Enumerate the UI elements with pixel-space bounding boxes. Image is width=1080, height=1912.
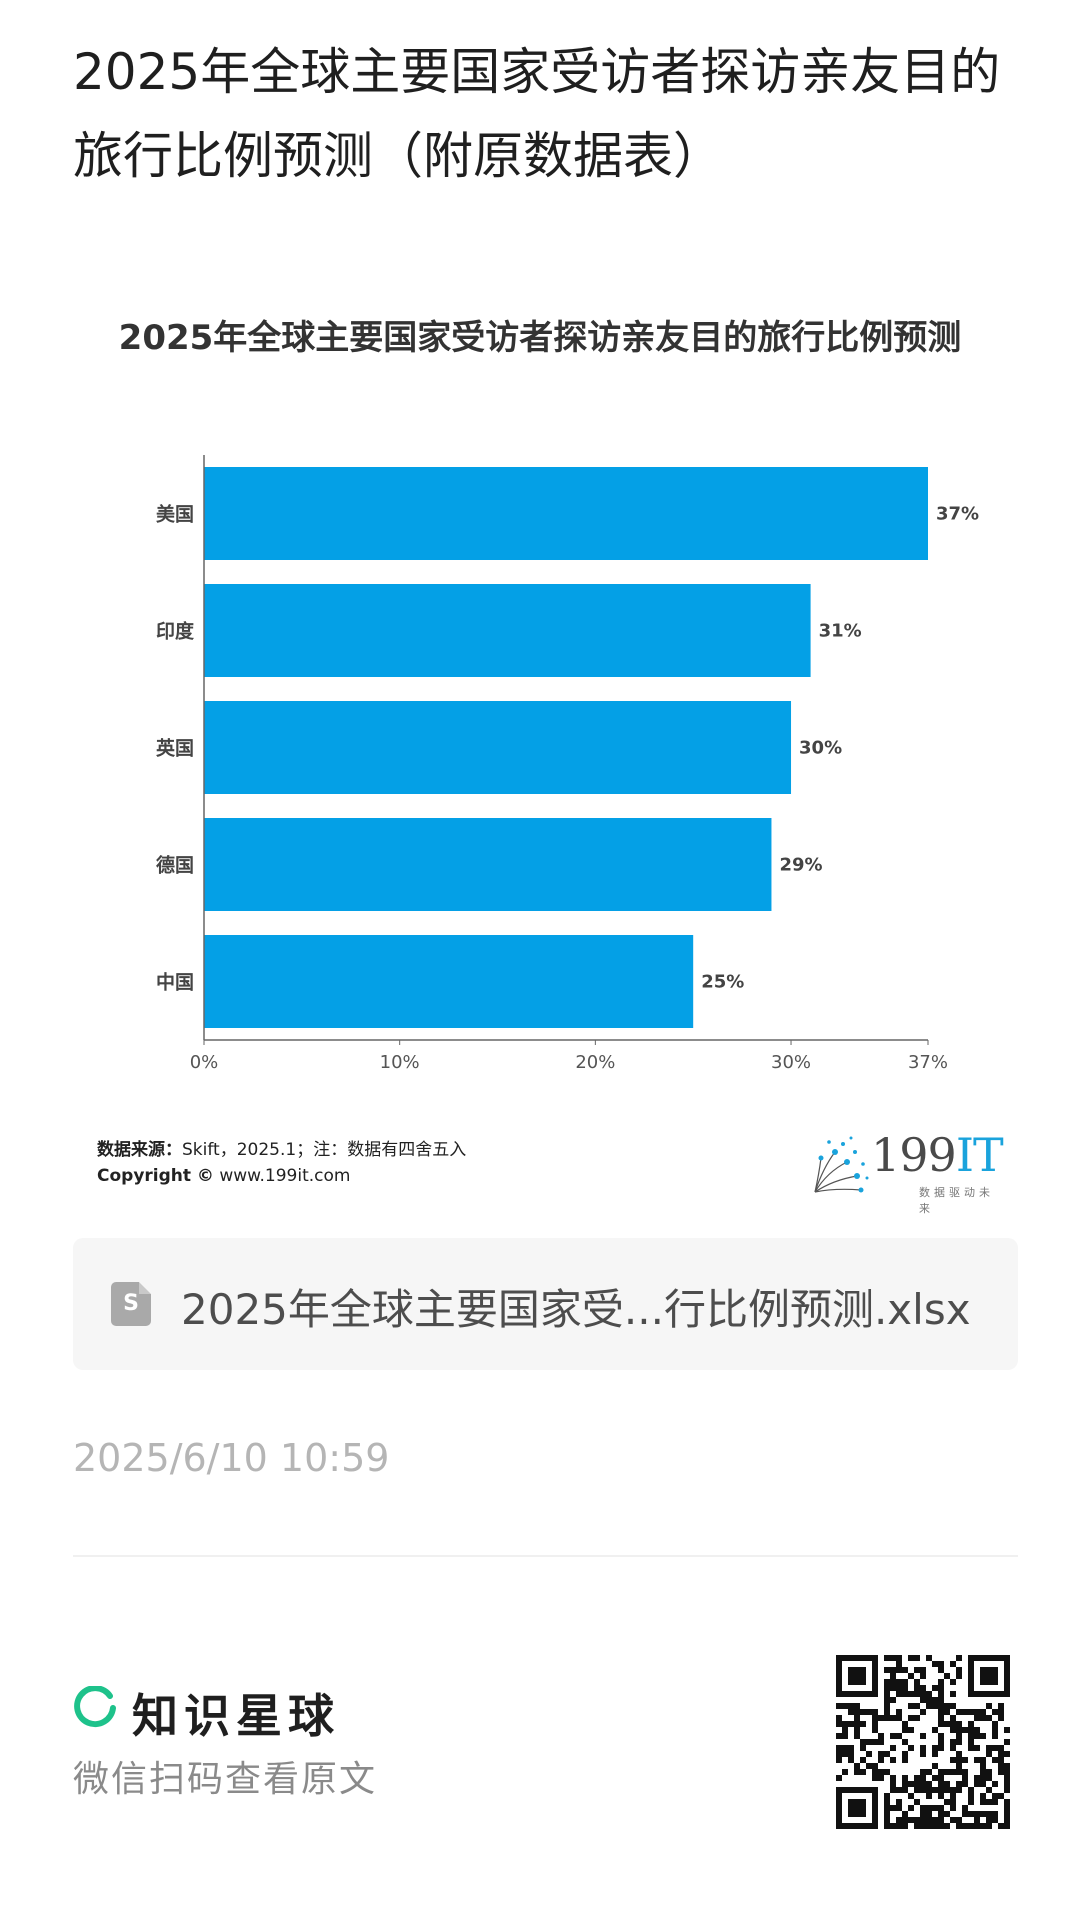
planet-ring-icon bbox=[74, 1686, 116, 1728]
post-timestamp: 2025/6/10 10:59 bbox=[73, 1436, 390, 1480]
chart-title: 2025年全球主要国家受访者探访亲友目的旅行比例预测 bbox=[118, 318, 962, 358]
category-label: 中国 bbox=[156, 971, 194, 994]
dandelion-icon bbox=[814, 1136, 869, 1193]
data-label: 30% bbox=[799, 738, 842, 759]
copyright: Copyright © www.199it.com bbox=[97, 1166, 350, 1186]
category-label: 德国 bbox=[156, 854, 194, 877]
category-label: 英国 bbox=[156, 737, 194, 760]
x-tick-label: 10% bbox=[380, 1052, 420, 1073]
data-label: 37% bbox=[936, 504, 979, 525]
data-label: 29% bbox=[779, 855, 822, 876]
bar-4 bbox=[204, 935, 694, 1028]
x-tick-label: 30% bbox=[771, 1052, 811, 1073]
attachment-file[interactable]: S 2025年全球主要国家受...行比例预测.xlsx bbox=[73, 1238, 1018, 1370]
page-title: 2025年全球主要国家受访者探访亲友目的旅行比例预测（附原数据表） bbox=[73, 43, 1001, 185]
divider bbox=[73, 1555, 1018, 1557]
data-label: 25% bbox=[701, 972, 744, 993]
zsxq-brand-name: 知识星球 bbox=[132, 1689, 340, 1743]
brand-logo-199it: 199IT 数据驱动未来 bbox=[807, 1128, 1007, 1215]
bar-chart: 美国 37% 印度 31% 英国 30% 德国 29% 中国 25% 0% 10% 20% 30% 37% bbox=[156, 455, 979, 1073]
bar-3 bbox=[204, 818, 772, 911]
data-source: 数据来源：Skift，2025.1；注：数据有四舍五入 bbox=[97, 1135, 466, 1160]
qr-code[interactable] bbox=[836, 1655, 1010, 1829]
bar-1 bbox=[204, 584, 811, 677]
spreadsheet-file-icon: S bbox=[111, 1282, 151, 1326]
bar-0 bbox=[204, 467, 928, 560]
category-label: 美国 bbox=[156, 503, 194, 526]
data-label: 31% bbox=[819, 621, 862, 642]
copyright-site: www.199it.com bbox=[219, 1166, 351, 1186]
chart-card[interactable]: 美国 37% 印度 31% 英国 30% 德国 29% 中国 25% 0% 10% 20% 30% 37% … bbox=[73, 280, 1007, 1215]
brand-name-number: 199 bbox=[871, 1128, 957, 1182]
source-text: Skift，2025.1；注：数据有四舍五入 bbox=[182, 1140, 467, 1160]
brand-slogan: 数据驱动未来 bbox=[919, 1186, 994, 1215]
brand-name: 199IT bbox=[871, 1128, 1004, 1182]
x-tick-label: 0% bbox=[190, 1052, 219, 1073]
x-tick-label: 20% bbox=[575, 1052, 615, 1073]
attachment-file-name[interactable]: 2025年全球主要国家受...行比例预测.xlsx bbox=[181, 1285, 971, 1334]
copyright-label: Copyright © bbox=[97, 1166, 214, 1186]
bar-2 bbox=[204, 701, 792, 794]
source-label: 数据来源： bbox=[97, 1140, 182, 1160]
category-label: 印度 bbox=[156, 620, 195, 643]
brand-name-it: IT bbox=[955, 1128, 1004, 1182]
scan-hint: 微信扫码查看原文 bbox=[73, 1759, 378, 1800]
file-icon-letter: S bbox=[123, 1291, 139, 1316]
x-tick-label: 37% bbox=[908, 1052, 948, 1073]
